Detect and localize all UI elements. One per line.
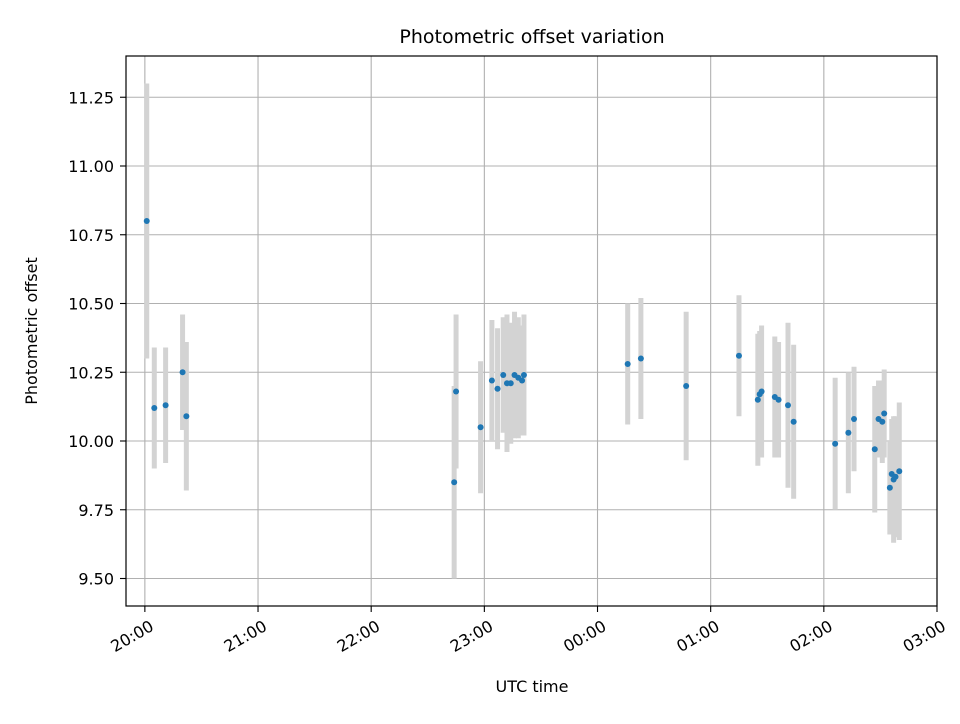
y-tick-label: 11.25 [68, 88, 114, 107]
data-points [143, 218, 903, 491]
data-point [477, 424, 484, 431]
grid-lines [126, 56, 938, 606]
data-point [775, 396, 782, 403]
x-axis-label: UTC time [496, 677, 569, 696]
data-point [785, 402, 792, 409]
chart-title: Photometric offset variation [399, 26, 664, 48]
data-point [494, 385, 501, 392]
data-point [162, 402, 169, 409]
y-tick-label: 9.50 [78, 570, 114, 589]
data-point [879, 418, 886, 425]
data-point [451, 479, 458, 486]
y-tick-label: 10.25 [68, 363, 114, 382]
data-point [881, 410, 888, 417]
y-tick-label: 10.50 [68, 295, 114, 314]
data-point [851, 416, 858, 422]
data-point [500, 372, 507, 378]
plot-frame [125, 55, 938, 607]
data-point [886, 484, 893, 491]
y-axis-label: Photometric offset [22, 257, 41, 405]
data-point [871, 446, 878, 453]
data-point [151, 405, 158, 411]
data-point [845, 429, 852, 436]
y-tick-label: 9.75 [78, 501, 114, 520]
data-point [179, 369, 186, 376]
data-point [519, 377, 526, 384]
data-point [488, 377, 495, 384]
data-point [183, 413, 190, 420]
data-point [735, 352, 742, 359]
y-tick-label: 10.00 [68, 432, 114, 451]
data-point [453, 388, 460, 395]
data-point [754, 396, 761, 403]
data-point [683, 383, 690, 389]
data-point [832, 440, 839, 447]
data-point [507, 380, 514, 387]
data-point [520, 372, 527, 378]
data-point [624, 361, 631, 367]
data-point [758, 388, 765, 395]
data-point [896, 468, 903, 475]
data-point [143, 218, 150, 224]
data-point [637, 355, 644, 362]
data-point [790, 418, 797, 425]
data-point [892, 473, 899, 480]
y-tick-label: 10.75 [68, 226, 114, 245]
y-tick-label: 11.00 [68, 157, 114, 176]
